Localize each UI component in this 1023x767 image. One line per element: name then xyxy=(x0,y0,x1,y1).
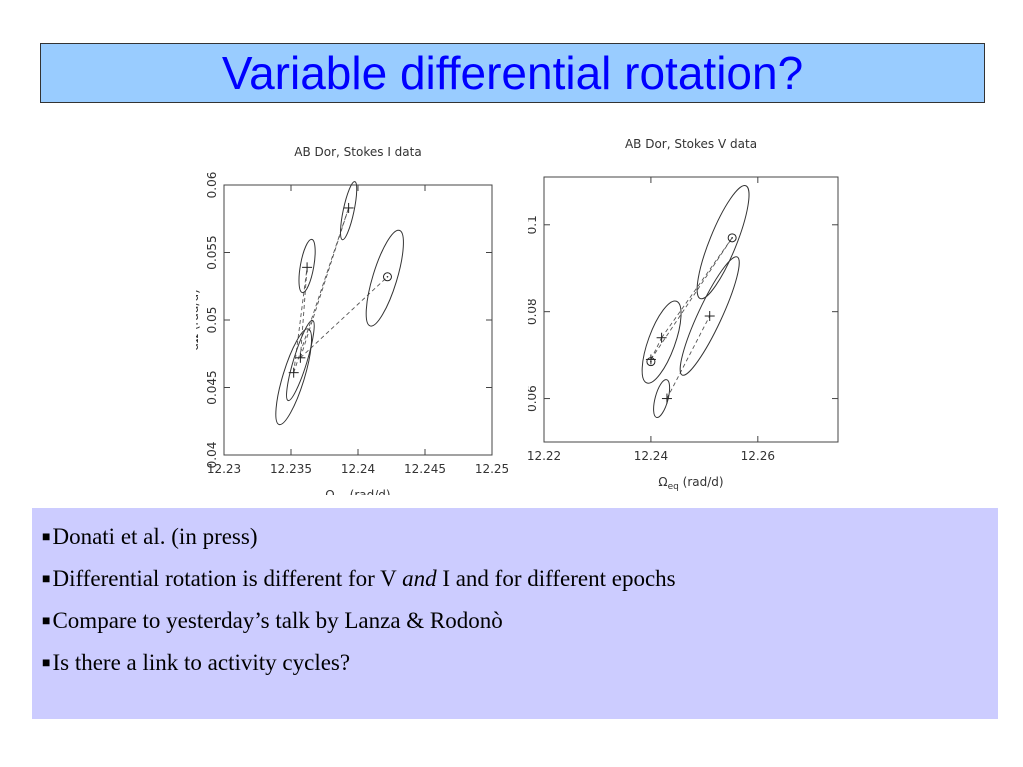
dashed-link xyxy=(666,315,711,399)
chart-title: AB Dor, Stokes V data xyxy=(625,137,757,151)
circle-marker xyxy=(382,272,392,282)
bullet-item: ■Is there a link to activity cycles? xyxy=(42,642,998,684)
plot-frame xyxy=(543,176,839,443)
confidence-ellipse xyxy=(275,328,313,426)
bullet-text: I and for different epochs xyxy=(436,566,676,591)
y-tick-label: 0.08 xyxy=(528,298,539,325)
bullet-item: ■Donati et al. (in press) xyxy=(42,516,998,558)
y-tick-label: 0.1 xyxy=(528,215,539,234)
y-tick-label: 0.06 xyxy=(528,385,539,412)
square-bullet-icon: ■ xyxy=(42,656,51,671)
x-tick-label: 12.23 xyxy=(207,462,241,476)
plus-marker xyxy=(343,202,354,213)
plus-marker xyxy=(656,332,667,343)
circle-marker xyxy=(646,357,656,367)
chart-title: AB Dor, Stokes I data xyxy=(294,145,421,159)
circle-marker xyxy=(727,233,737,243)
dashed-link xyxy=(299,267,308,358)
stokes-v-plot: AB Dor, Stokes V data 12.22 12.24 12.26 0.06… xyxy=(507,132,840,497)
x-tick-label: 12.24 xyxy=(634,449,668,463)
square-bullet-icon: ■ xyxy=(42,530,51,545)
confidence-ellipse xyxy=(298,238,316,294)
bullet-text: Compare to yesterday’s talk by Lanza & R… xyxy=(52,608,503,633)
stokes-i-plot: AB Dor, Stokes I data 12.23 12.235 12.24 12.… xyxy=(187,140,516,505)
dashed-link xyxy=(293,267,308,373)
confidence-ellipse xyxy=(340,181,358,241)
x-tick-label: 12.26 xyxy=(741,449,775,463)
x-tick-label: 12.245 xyxy=(404,462,446,476)
plus-marker xyxy=(295,352,306,363)
bullet-item: ■Compare to yesterday’s talk by Lanza & … xyxy=(42,600,998,642)
x-tick-label: 12.24 xyxy=(341,462,375,476)
bullet-text: Is there a link to activity cycles? xyxy=(52,650,351,675)
circle-marker-dot xyxy=(386,276,389,278)
y-tick-label: 0.05 xyxy=(205,307,219,334)
y-tick-label: 0.055 xyxy=(205,235,219,269)
circle-marker-dot xyxy=(650,360,652,363)
plus-marker xyxy=(288,367,299,378)
dashed-link xyxy=(650,337,663,360)
bullet-text-italic: and xyxy=(402,566,437,591)
confidence-ellipse xyxy=(286,319,315,402)
y-axis-label: dΩ (rad/d) xyxy=(196,289,201,351)
dashed-link xyxy=(300,276,388,359)
confidence-ellipse xyxy=(653,379,671,419)
x-axis-label: Ωeq (rad/d) xyxy=(658,475,723,492)
stokes-v-chart-svg: AB Dor, Stokes V data 12.22 12.24 12.26 0.06… xyxy=(507,137,839,492)
dashed-link xyxy=(661,237,733,338)
dashed-link xyxy=(293,207,350,373)
bullet-item: ■Differential rotation is different for … xyxy=(42,558,998,600)
bullet-box: ■Donati et al. (in press) ■Differential … xyxy=(32,508,998,719)
y-tick-label: 0.06 xyxy=(205,172,219,199)
stokes-i-chart-svg: AB Dor, Stokes I data 12.23 12.235 12.24 12.… xyxy=(187,145,509,505)
x-tick-label: 12.25 xyxy=(475,462,509,476)
y-tick-label: 0.045 xyxy=(205,370,219,404)
square-bullet-icon: ■ xyxy=(42,572,51,587)
dashed-link xyxy=(650,237,733,360)
x-axis-label: Ωeq (rad/d) xyxy=(325,488,390,495)
title-box: Variable differential rotation? xyxy=(40,43,985,103)
square-bullet-icon: ■ xyxy=(42,614,51,629)
confidence-ellipse xyxy=(365,229,404,327)
x-tick-label: 12.22 xyxy=(528,449,561,463)
y-tick-label: 0.04 xyxy=(205,442,219,469)
confidence-ellipse xyxy=(679,256,740,376)
confidence-ellipse xyxy=(696,185,750,300)
plus-marker xyxy=(302,262,313,273)
slide-title: Variable differential rotation? xyxy=(221,47,804,99)
plot-frame xyxy=(223,184,493,456)
x-tick-label: 12.235 xyxy=(270,462,312,476)
bullet-text: Donati et al. (in press) xyxy=(52,524,258,549)
bullet-text: Differential rotation is different for V xyxy=(52,566,403,591)
confidence-ellipse xyxy=(641,300,682,384)
dashed-link xyxy=(299,207,350,358)
plus-marker xyxy=(661,393,672,404)
circle-marker-dot xyxy=(731,237,733,239)
plus-marker xyxy=(704,311,715,322)
